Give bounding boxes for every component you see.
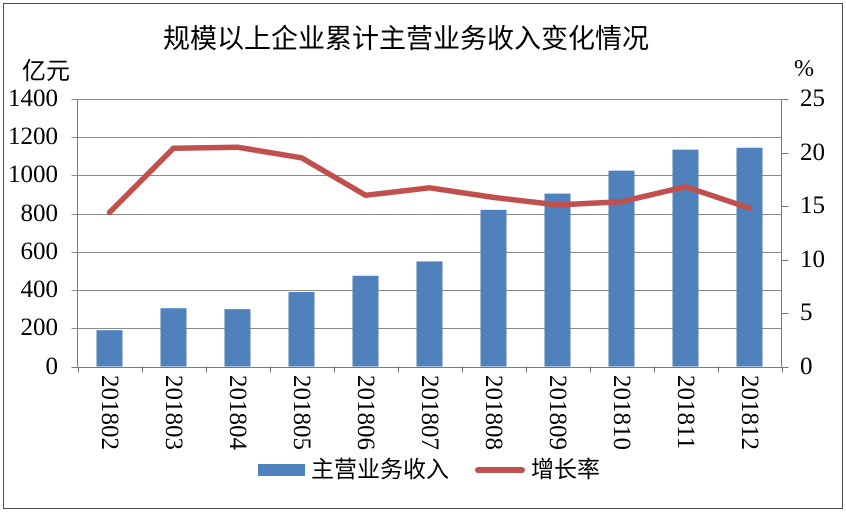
x-axis-category-label: 201803 <box>159 375 187 450</box>
bar-201811 <box>672 149 699 367</box>
bar-201803 <box>160 308 187 367</box>
right-axis-tick-label: 5 <box>800 299 813 326</box>
bar-201808 <box>480 209 507 367</box>
left-axis-tick-label: 600 <box>20 237 59 265</box>
right-axis-tick-label: 15 <box>800 192 825 219</box>
x-axis-category-label: 201809 <box>543 375 571 450</box>
legend-item-main-revenue: 主营业务收入 <box>258 456 449 484</box>
x-axis-category-label: 201810 <box>607 375 635 450</box>
left-axis-tick-label: 800 <box>20 199 59 227</box>
left-axis-tick-label: 400 <box>20 276 59 304</box>
bar-201804 <box>224 309 251 367</box>
legend-line-swatch-icon <box>475 466 525 473</box>
right-axis-tick-label: 20 <box>800 138 825 166</box>
right-axis-tick-label: 0 <box>800 352 813 380</box>
left-axis-tick-label: 0 <box>45 352 59 380</box>
left-axis-unit-label: 亿元 <box>22 59 70 85</box>
bar-201809 <box>544 193 571 367</box>
left-axis-tick-label: 200 <box>20 314 59 342</box>
x-axis-category-label: 201804 <box>223 375 251 450</box>
right-axis-unit-label: % <box>794 56 814 82</box>
legend: 主营业务收入 增长率 <box>77 456 781 484</box>
left-axis-tick-label: 1200 <box>8 123 58 151</box>
bar-201805 <box>288 291 315 367</box>
bar-201807 <box>416 261 443 367</box>
x-axis-category-label: 201808 <box>479 375 507 450</box>
bar-201812 <box>736 147 763 367</box>
x-axis-category-label: 201807 <box>415 375 443 450</box>
x-axis-category-label: 201811 <box>671 375 699 450</box>
left-axis-tick-label: 1400 <box>8 85 58 112</box>
x-axis-category-label: 201806 <box>351 375 379 450</box>
left-axis-tick-label: 1000 <box>8 161 58 189</box>
growth-rate-line <box>106 144 753 216</box>
x-axis-category-label: 201805 <box>287 375 315 450</box>
legend-bar-swatch-icon <box>258 463 305 476</box>
bar-201806 <box>352 275 379 367</box>
right-axis-tick-label: 25 <box>800 85 825 112</box>
chart-border <box>3 3 843 509</box>
legend-item-growth-rate: 增长率 <box>475 456 600 484</box>
right-axis-tick-label: 10 <box>800 245 825 273</box>
legend-label-growth-rate: 增长率 <box>531 457 600 482</box>
bar-201802 <box>96 330 123 367</box>
legend-label-main-revenue: 主营业务收入 <box>311 457 449 482</box>
chart-title: 规模以上企业累计主营业务收入变化情况 <box>163 24 649 54</box>
x-axis-category-label: 201802 <box>95 375 123 450</box>
x-axis-category-label: 201812 <box>735 375 763 450</box>
